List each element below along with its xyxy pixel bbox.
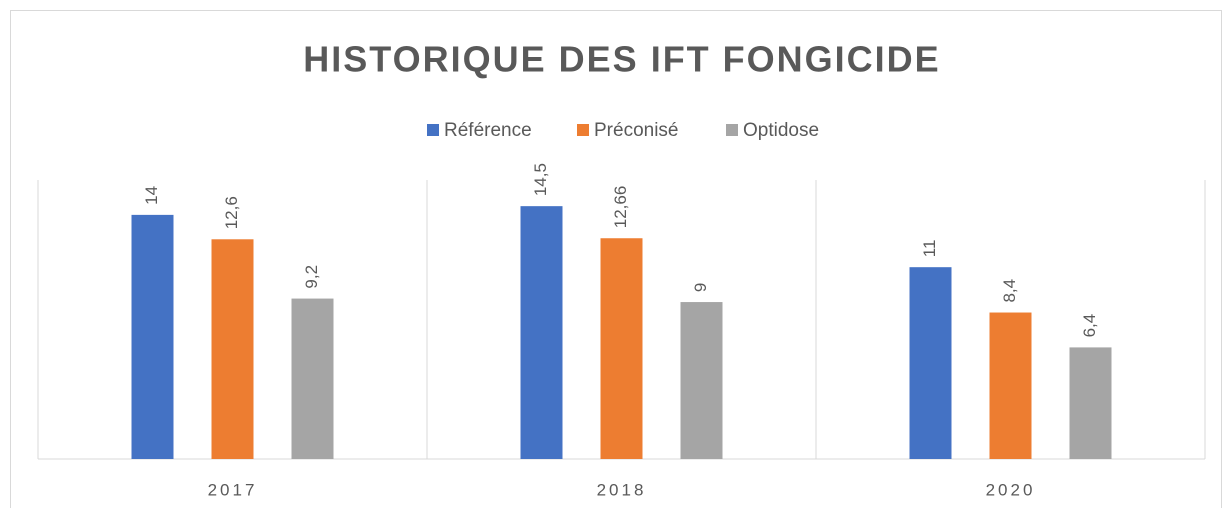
data-label: 11 bbox=[920, 240, 939, 258]
bar bbox=[989, 312, 1032, 459]
legend-swatch bbox=[726, 124, 738, 136]
bar bbox=[680, 302, 723, 459]
legend-label: Référence bbox=[444, 120, 532, 141]
x-tick-label: 2018 bbox=[597, 480, 647, 499]
data-label: 12,66 bbox=[611, 186, 630, 229]
chart-title: HISTORIQUE DES IFT FONGICIDE bbox=[303, 39, 940, 80]
legend-swatch bbox=[427, 124, 439, 136]
x-tick-label: 2020 bbox=[986, 480, 1036, 499]
bar bbox=[1069, 347, 1112, 459]
legend-label: Préconisé bbox=[594, 120, 679, 141]
bar bbox=[211, 239, 254, 459]
bar bbox=[520, 206, 563, 459]
legend-label: Optidose bbox=[743, 120, 819, 141]
x-tick-label: 2017 bbox=[208, 480, 258, 499]
data-label: 6,4 bbox=[1080, 314, 1099, 338]
bar bbox=[291, 298, 334, 459]
data-label: 9,2 bbox=[302, 265, 321, 289]
data-label: 14 bbox=[142, 186, 161, 205]
data-label: 8,4 bbox=[1000, 279, 1019, 303]
data-label: 12,6 bbox=[222, 196, 241, 229]
data-label: 9 bbox=[691, 283, 710, 292]
bar bbox=[131, 214, 174, 459]
data-label: 14,5 bbox=[531, 163, 550, 196]
legend-swatch bbox=[577, 124, 589, 136]
bar bbox=[600, 238, 643, 459]
bar bbox=[909, 267, 952, 459]
